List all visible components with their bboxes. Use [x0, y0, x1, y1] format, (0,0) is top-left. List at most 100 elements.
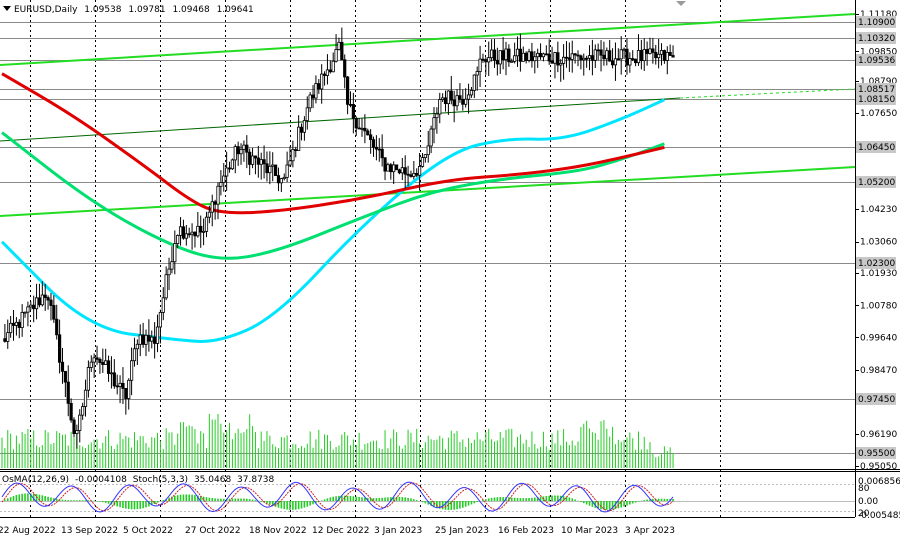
osc-axis-label: -0.005485 [858, 511, 900, 521]
candle-body-bull [527, 51, 531, 61]
mid-channel-projection [679, 88, 856, 99]
candle-body-bull [210, 201, 214, 213]
candle-body-bull [636, 50, 641, 64]
candle-body-bear [227, 167, 232, 170]
candle-body-bull [541, 53, 546, 58]
date-tick-label: 5 Oct 2022 [123, 526, 173, 536]
candle-body-bear [58, 334, 62, 363]
candle-body-bear [654, 51, 658, 59]
candle-body-bull [239, 149, 243, 155]
candle-body-bull [464, 98, 468, 105]
stoch-label: Stoch(5,3,3) [133, 475, 188, 485]
candle-body-bull [446, 90, 451, 105]
candle-body-bear [55, 318, 59, 336]
osc-axis-label: 80 [858, 484, 870, 494]
candle-body-bear [363, 127, 367, 132]
candle-body-bear [147, 334, 151, 342]
candle-body-bull [628, 58, 632, 66]
candle-body-bull [559, 62, 563, 66]
stoch-value-signal: 37.8738 [237, 475, 274, 485]
candle-body-bull [475, 71, 479, 76]
candle-body-bull [92, 357, 96, 363]
candle-body-bull [196, 225, 200, 237]
candle-body-bear [452, 99, 456, 107]
candle-body-bull [291, 149, 295, 162]
date-tick-label: 22 Aug 2022 [0, 526, 56, 536]
chart-header: EURUSD,Daily 1.09538 1.09781 1.09468 1.0… [14, 5, 254, 15]
candle-body-bull [250, 155, 255, 165]
candle-body-bull [504, 48, 508, 60]
price-pane[interactable] [0, 0, 855, 469]
candle-body-bull [302, 120, 307, 133]
candle-body-bull [487, 57, 491, 63]
candle-body-bear [256, 157, 260, 165]
moving-averages [0, 72, 666, 343]
candle-body-bull [271, 164, 275, 167]
candle-body-bear [153, 336, 157, 344]
candle-body-bear [101, 362, 105, 365]
candle-body-bear [616, 58, 620, 61]
level-box-label: 0.97450 [858, 395, 895, 405]
candle-body-bull [648, 48, 652, 54]
candle-body-bear [43, 294, 47, 299]
candle-body-bull [20, 311, 24, 328]
candle-body-bear [369, 134, 373, 141]
level-box [856, 141, 896, 153]
date-tick-label: 12 Dec 2022 [312, 526, 370, 536]
candle-body-bear [348, 103, 353, 106]
candle-body-bear [377, 148, 381, 151]
candle-body-bear [262, 159, 266, 165]
candle-body-bear [199, 225, 203, 233]
candle-body-bull [201, 230, 206, 233]
close-value: 1.09641 [217, 5, 254, 15]
mid-channel-line [0, 97, 681, 142]
high-value: 1.09781 [128, 5, 165, 15]
oscillator-plot: 0.006856780 0.00 20-0.005485 [0, 477, 900, 521]
candle-body-bear [345, 76, 350, 105]
candle-body-bull [40, 294, 44, 306]
level-box-label: 0.95500 [858, 449, 895, 459]
candle-body-bull [242, 144, 246, 150]
candle-body-bull [420, 157, 425, 167]
candle-body-bull [178, 226, 183, 236]
candle-body-bear [645, 49, 649, 54]
candle-body-bull [510, 60, 514, 63]
candle-body-bull [78, 414, 82, 431]
candle-body-bull [469, 89, 474, 96]
price-tick-label: 1.11180 [860, 10, 897, 20]
candle-body-bear [625, 48, 629, 66]
candle-body-bear [634, 58, 638, 64]
candle-body-bull [83, 389, 88, 407]
candle-body-bull [204, 216, 209, 232]
candle-body-bull [23, 311, 27, 314]
date-axis-labels: 22 Aug 2022 13 Sep 2022 5 Oct 2022 27 Oct 2… [0, 526, 675, 536]
candle-body-bear [461, 98, 465, 105]
candle-body-bull [513, 55, 517, 62]
osma-value: -0.0004108 [75, 475, 127, 485]
candle-body-bear [340, 41, 344, 61]
candle-body-bear [544, 53, 548, 56]
candle-body-bull [150, 336, 154, 342]
candle-body-bull [337, 41, 341, 50]
candle-body-bear [380, 148, 384, 159]
candle-body-bull [334, 49, 338, 62]
candle-body-bear [193, 231, 197, 237]
candle-body-bear [245, 144, 249, 153]
collapse-arrow-icon[interactable] [3, 6, 11, 11]
candle-body-bull [135, 343, 139, 350]
candle-body-bear [556, 52, 560, 66]
price-axis-labels: 1.11180 1.09850 1.08790 1.07650 1.04230 1.030… [855, 10, 897, 472]
candle-body-bull [587, 55, 592, 59]
candle-body-bull [423, 154, 427, 158]
date-tick-label: 18 Nov 2022 [249, 526, 307, 536]
candle-body-bear [374, 146, 379, 150]
candle-body-bull [521, 52, 525, 62]
candle-body-bear [328, 69, 332, 73]
candle-body-bear [610, 60, 615, 66]
candle-body-bull [441, 97, 445, 100]
grid-lines [30, 0, 721, 517]
candle-body-bull [138, 334, 142, 345]
candle-body-bull [412, 172, 416, 177]
candle-body-bull [222, 175, 226, 183]
